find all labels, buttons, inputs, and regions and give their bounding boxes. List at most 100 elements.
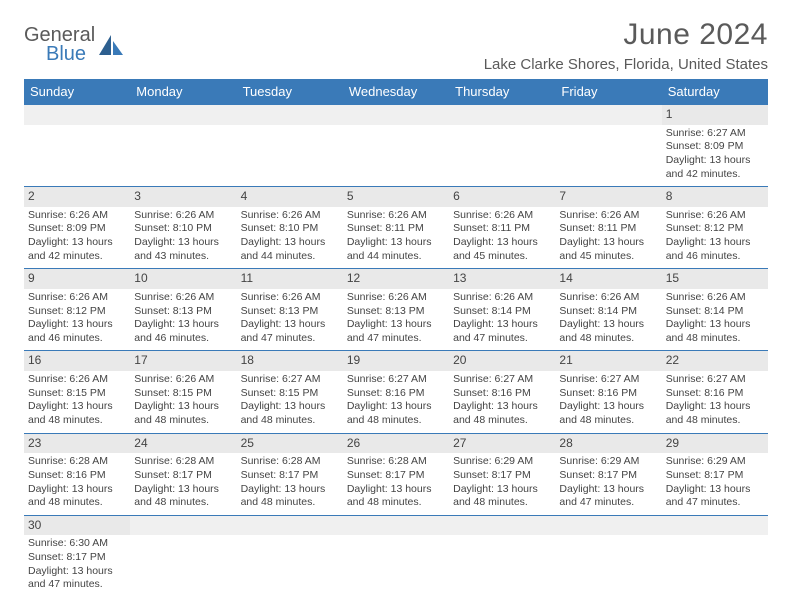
day-dl1: Daylight: 13 hours: [347, 236, 445, 250]
day-number-cell: 21: [555, 351, 661, 371]
day-cell: [343, 535, 449, 597]
day-dl2: and 48 minutes.: [559, 414, 657, 428]
day-number-cell: 14: [555, 269, 661, 289]
day-number-cell: 16: [24, 351, 130, 371]
day-number-cell: [449, 515, 555, 535]
day-sr: Sunrise: 6:26 AM: [666, 209, 764, 223]
day-cell: Sunrise: 6:28 AMSunset: 8:17 PMDaylight:…: [237, 453, 343, 515]
day-cell: Sunrise: 6:26 AMSunset: 8:14 PMDaylight:…: [555, 289, 661, 351]
day-dl1: Daylight: 13 hours: [666, 318, 764, 332]
day-header: Thursday: [449, 79, 555, 105]
day-number-cell: 12: [343, 269, 449, 289]
day-dl2: and 46 minutes.: [28, 332, 126, 346]
day-ss: Sunset: 8:13 PM: [134, 305, 232, 319]
day-cell: [662, 535, 768, 597]
day-cell: Sunrise: 6:26 AMSunset: 8:10 PMDaylight:…: [130, 207, 236, 269]
day-sr: Sunrise: 6:26 AM: [453, 291, 551, 305]
day-number-cell: [555, 515, 661, 535]
day-cell: Sunrise: 6:27 AMSunset: 8:15 PMDaylight:…: [237, 371, 343, 433]
day-sr: Sunrise: 6:26 AM: [241, 209, 339, 223]
day-sr: Sunrise: 6:27 AM: [453, 373, 551, 387]
day-ss: Sunset: 8:16 PM: [347, 387, 445, 401]
day-dl2: and 42 minutes.: [28, 250, 126, 264]
day-header-row: SundayMondayTuesdayWednesdayThursdayFrid…: [24, 79, 768, 105]
day-dl2: and 47 minutes.: [666, 496, 764, 510]
day-number-cell: 11: [237, 269, 343, 289]
daynum-row: 30: [24, 515, 768, 535]
location-label: Lake Clarke Shores, Florida, United Stat…: [484, 56, 768, 73]
day-dl2: and 48 minutes.: [453, 414, 551, 428]
day-dl1: Daylight: 13 hours: [28, 236, 126, 250]
day-cell: Sunrise: 6:28 AMSunset: 8:16 PMDaylight:…: [24, 453, 130, 515]
day-sr: Sunrise: 6:26 AM: [241, 291, 339, 305]
day-number-cell: 8: [662, 187, 768, 207]
day-ss: Sunset: 8:17 PM: [241, 469, 339, 483]
day-number-cell: [237, 515, 343, 535]
day-number-cell: [343, 515, 449, 535]
day-cell: [449, 535, 555, 597]
day-dl1: Daylight: 13 hours: [666, 154, 764, 168]
day-ss: Sunset: 8:16 PM: [559, 387, 657, 401]
day-sr: Sunrise: 6:27 AM: [241, 373, 339, 387]
day-dl2: and 48 minutes.: [559, 332, 657, 346]
day-ss: Sunset: 8:14 PM: [559, 305, 657, 319]
day-cell: Sunrise: 6:26 AMSunset: 8:13 PMDaylight:…: [343, 289, 449, 351]
day-dl2: and 47 minutes.: [559, 496, 657, 510]
day-number-cell: 5: [343, 187, 449, 207]
week-row: Sunrise: 6:27 AMSunset: 8:09 PMDaylight:…: [24, 125, 768, 187]
week-row: Sunrise: 6:28 AMSunset: 8:16 PMDaylight:…: [24, 453, 768, 515]
day-cell: Sunrise: 6:26 AMSunset: 8:12 PMDaylight:…: [662, 207, 768, 269]
day-sr: Sunrise: 6:28 AM: [241, 455, 339, 469]
daynum-row: 1: [24, 105, 768, 125]
day-ss: Sunset: 8:17 PM: [134, 469, 232, 483]
day-cell: Sunrise: 6:27 AMSunset: 8:16 PMDaylight:…: [343, 371, 449, 433]
day-sr: Sunrise: 6:26 AM: [134, 209, 232, 223]
day-number-cell: 19: [343, 351, 449, 371]
day-dl1: Daylight: 13 hours: [134, 483, 232, 497]
day-dl1: Daylight: 13 hours: [453, 483, 551, 497]
day-cell: Sunrise: 6:29 AMSunset: 8:17 PMDaylight:…: [449, 453, 555, 515]
day-number-cell: [24, 105, 130, 125]
day-cell: Sunrise: 6:26 AMSunset: 8:15 PMDaylight:…: [24, 371, 130, 433]
day-number-cell: 9: [24, 269, 130, 289]
month-title: June 2024: [484, 18, 768, 52]
day-sr: Sunrise: 6:26 AM: [347, 291, 445, 305]
day-ss: Sunset: 8:14 PM: [666, 305, 764, 319]
day-sr: Sunrise: 6:26 AM: [559, 209, 657, 223]
day-header: Saturday: [662, 79, 768, 105]
day-cell: [24, 125, 130, 187]
day-sr: Sunrise: 6:26 AM: [28, 291, 126, 305]
day-sr: Sunrise: 6:26 AM: [666, 291, 764, 305]
day-number-cell: 24: [130, 433, 236, 453]
day-dl1: Daylight: 13 hours: [241, 483, 339, 497]
day-ss: Sunset: 8:12 PM: [666, 222, 764, 236]
day-dl2: and 48 minutes.: [134, 414, 232, 428]
day-dl1: Daylight: 13 hours: [241, 236, 339, 250]
day-dl1: Daylight: 13 hours: [559, 400, 657, 414]
day-ss: Sunset: 8:10 PM: [241, 222, 339, 236]
day-ss: Sunset: 8:09 PM: [28, 222, 126, 236]
daynum-row: 16171819202122: [24, 351, 768, 371]
day-cell: Sunrise: 6:28 AMSunset: 8:17 PMDaylight:…: [343, 453, 449, 515]
day-dl2: and 46 minutes.: [134, 332, 232, 346]
day-ss: Sunset: 8:16 PM: [666, 387, 764, 401]
day-dl1: Daylight: 13 hours: [134, 236, 232, 250]
calendar-body: 1 Sunrise: 6:27 AMSunset: 8:09 PMDayligh…: [24, 105, 768, 597]
day-sr: Sunrise: 6:26 AM: [134, 291, 232, 305]
day-sr: Sunrise: 6:29 AM: [453, 455, 551, 469]
day-cell: [449, 125, 555, 187]
day-ss: Sunset: 8:16 PM: [28, 469, 126, 483]
day-dl1: Daylight: 13 hours: [666, 400, 764, 414]
day-cell: Sunrise: 6:26 AMSunset: 8:14 PMDaylight:…: [449, 289, 555, 351]
day-sr: Sunrise: 6:26 AM: [347, 209, 445, 223]
day-ss: Sunset: 8:11 PM: [559, 222, 657, 236]
day-sr: Sunrise: 6:28 AM: [134, 455, 232, 469]
day-number-cell: 15: [662, 269, 768, 289]
day-dl2: and 47 minutes.: [453, 332, 551, 346]
day-dl1: Daylight: 13 hours: [28, 483, 126, 497]
day-dl2: and 48 minutes.: [28, 414, 126, 428]
day-cell: [343, 125, 449, 187]
day-sr: Sunrise: 6:26 AM: [559, 291, 657, 305]
day-number-cell: 28: [555, 433, 661, 453]
daynum-row: 9101112131415: [24, 269, 768, 289]
